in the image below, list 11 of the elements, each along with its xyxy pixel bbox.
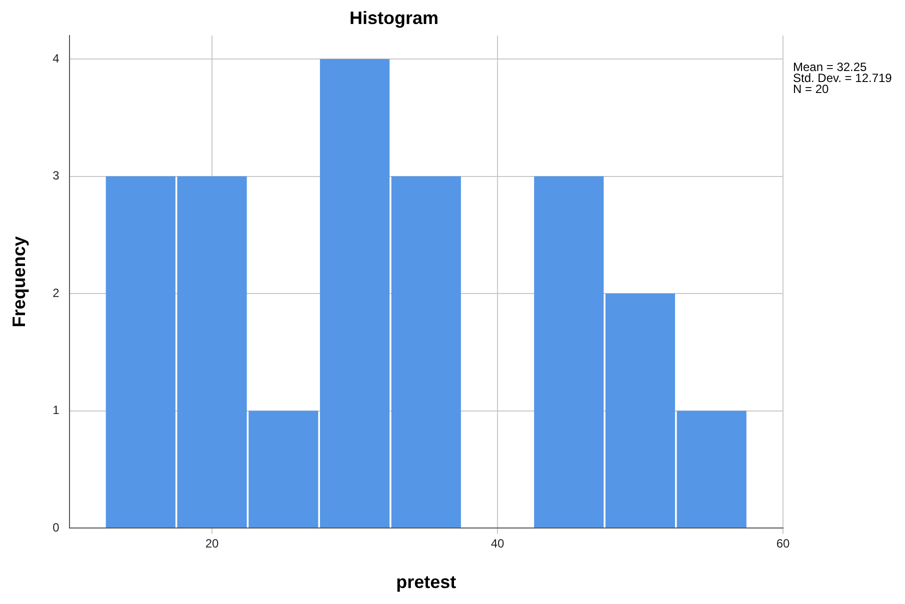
y-tick-label: 3 xyxy=(52,168,60,183)
x-tick-label: 20 xyxy=(205,536,220,551)
y-tick-label: 2 xyxy=(52,286,60,300)
y-tick-label: 0 xyxy=(52,520,60,534)
y-tick-label: 1 xyxy=(52,403,60,418)
x-tick-label: 40 xyxy=(490,536,505,551)
x-axis-title: pretest xyxy=(396,572,456,592)
chart-title: Histogram xyxy=(349,8,439,28)
x-tick-label: 60 xyxy=(776,536,790,551)
y-axis-title: Frequency xyxy=(8,236,29,328)
y-tick-label: 4 xyxy=(52,51,60,66)
